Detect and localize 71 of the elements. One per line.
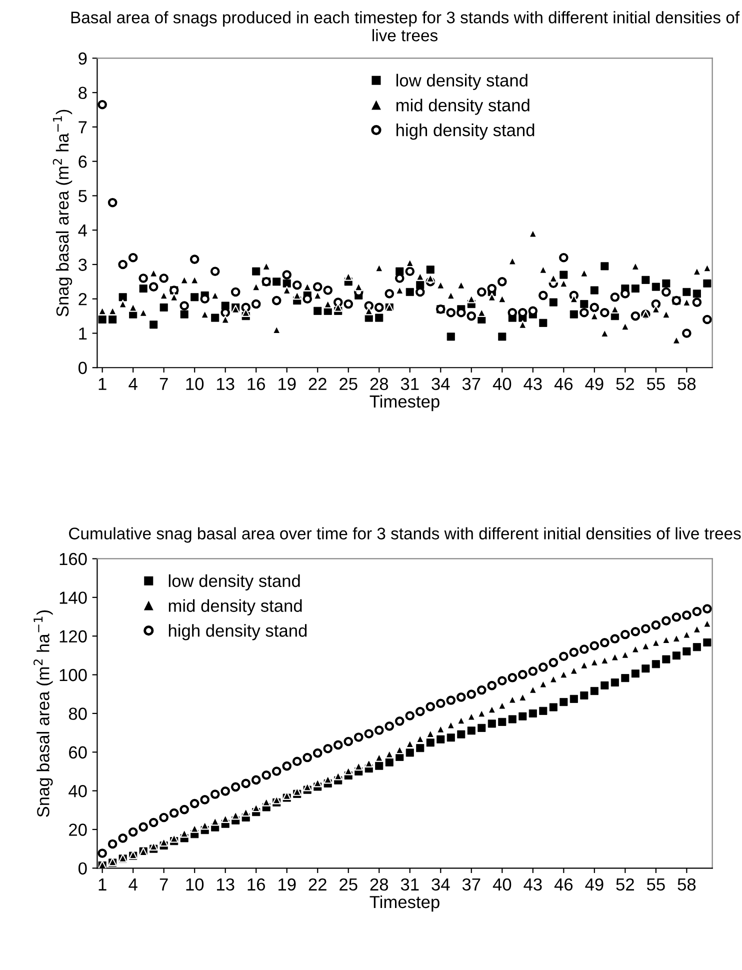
x-tick-label: 1 bbox=[98, 878, 106, 890]
x-tick-label: 46 bbox=[554, 878, 573, 891]
x-tick-label: 31 bbox=[400, 878, 419, 891]
y-tick-label: 8 bbox=[78, 86, 87, 100]
x-tick-label: 58 bbox=[678, 878, 696, 891]
x-tick-label: 25 bbox=[340, 878, 358, 891]
x-axis-title: Timestep bbox=[370, 895, 440, 912]
x-tick-label: 25 bbox=[340, 378, 358, 390]
x-tick-label: 1 bbox=[98, 378, 106, 390]
y-tick-label: 3 bbox=[78, 258, 87, 271]
x-tick-label: 34 bbox=[432, 378, 450, 390]
y-tick-label: 0 bbox=[78, 362, 87, 374]
y-tick-label: 1 bbox=[79, 328, 87, 340]
x-tick-label: 49 bbox=[585, 378, 604, 390]
x-tick-label: 37 bbox=[462, 378, 480, 390]
y-tick-label: 120 bbox=[60, 630, 87, 643]
y-tick-label: 40 bbox=[68, 784, 87, 798]
x-tick-label: 7 bbox=[160, 378, 168, 390]
legend-label: low density stand bbox=[168, 574, 300, 591]
x-tick-label: 16 bbox=[248, 878, 265, 891]
x-tick-label: 19 bbox=[278, 878, 296, 891]
x-tick-label: 40 bbox=[492, 878, 512, 891]
x-axis-title: Timestep bbox=[370, 394, 440, 412]
x-tick-label: 43 bbox=[524, 378, 542, 390]
x-tick-label: 19 bbox=[278, 378, 296, 390]
y-tick-label: 2 bbox=[78, 293, 87, 306]
x-tick-label: 28 bbox=[370, 378, 388, 390]
x-tick-label: 49 bbox=[585, 878, 604, 891]
x-tick-label: 4 bbox=[128, 378, 138, 390]
x-tick-label: 46 bbox=[554, 378, 573, 390]
y-tick-label: 100 bbox=[60, 668, 87, 682]
x-tick-label: 10 bbox=[186, 378, 204, 390]
x-tick-label: 4 bbox=[128, 878, 138, 890]
y-tick-label: 4 bbox=[78, 224, 87, 236]
x-tick-label: 37 bbox=[462, 878, 480, 891]
y-tick-label: 7 bbox=[78, 121, 87, 134]
legend-label: high density stand bbox=[396, 124, 534, 140]
x-tick-label: 28 bbox=[370, 878, 388, 891]
x-tick-label: 16 bbox=[248, 378, 265, 390]
x-tick-label: 13 bbox=[217, 878, 234, 891]
x-tick-label: 34 bbox=[432, 878, 450, 891]
x-tick-label: 55 bbox=[646, 878, 665, 891]
x-tick-label: 52 bbox=[616, 378, 634, 390]
x-tick-label: 13 bbox=[217, 378, 234, 390]
legend-label: low density stand bbox=[396, 74, 528, 90]
x-tick-label: 22 bbox=[308, 378, 326, 390]
y-tick-label: 20 bbox=[69, 824, 87, 836]
legend-label: mid density stand bbox=[168, 599, 302, 616]
x-tick-label: 43 bbox=[524, 878, 542, 891]
x-tick-label: 10 bbox=[186, 878, 204, 891]
x-tick-label: 31 bbox=[400, 378, 419, 390]
x-tick-label: 40 bbox=[492, 378, 512, 390]
y-tick-label: 6 bbox=[78, 156, 87, 168]
y-tick-label: 60 bbox=[69, 746, 87, 759]
legend-label: mid density stand bbox=[396, 98, 530, 115]
y-axis-title: Snag basal area (m$^{2}$ ha$^{−1}$) bbox=[34, 610, 53, 817]
x-tick-label: 52 bbox=[616, 878, 634, 891]
x-tick-label: 58 bbox=[678, 378, 696, 390]
legend-label: high density stand bbox=[168, 624, 307, 640]
y-tick-label: 5 bbox=[78, 190, 87, 202]
y-tick-label: 140 bbox=[60, 592, 87, 604]
x-tick-label: 55 bbox=[646, 378, 665, 390]
y-tick-label: 0 bbox=[78, 862, 87, 875]
y-axis-title: Snag basal area (m$^{2}$ ha$^{−1}$) bbox=[52, 110, 72, 316]
chart-title: Basal area of snags produced in each timestep for 3 stands with different initial densities of live trees bbox=[71, 11, 740, 42]
y-tick-label: 80 bbox=[68, 708, 87, 720]
x-tick-label: 22 bbox=[308, 878, 326, 890]
y-tick-label: 160 bbox=[60, 552, 87, 566]
x-tick-label: 7 bbox=[160, 878, 168, 890]
chart-title: Cumulative snag basal area over time for 3 stands with different initial densities of live trees bbox=[69, 527, 741, 543]
y-tick-label: 9 bbox=[78, 52, 87, 65]
